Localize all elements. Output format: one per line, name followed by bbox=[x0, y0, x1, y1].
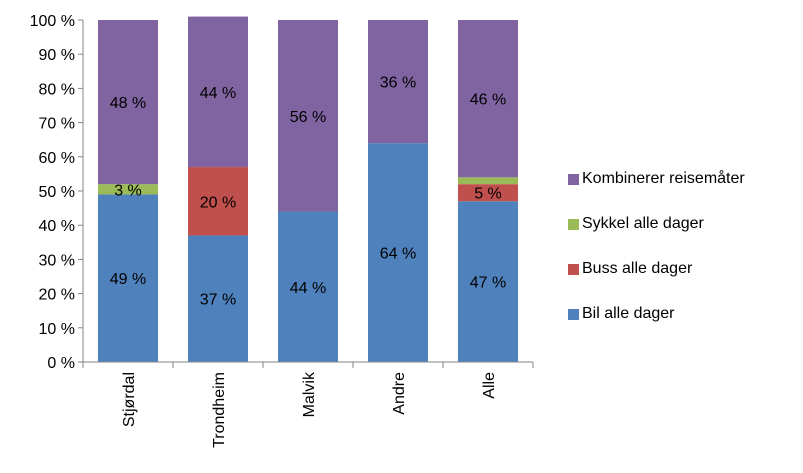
legend-item: Sykkel alle dager bbox=[568, 213, 745, 235]
data-label: 46 % bbox=[470, 92, 506, 109]
y-tick-label: 100 % bbox=[30, 13, 75, 30]
data-label: 44 % bbox=[290, 280, 326, 297]
y-tick-label: 50 % bbox=[39, 184, 75, 201]
legend-item: Buss alle dager bbox=[568, 258, 745, 280]
y-tick-label: 70 % bbox=[39, 116, 75, 133]
bar-segment-2-0 bbox=[98, 184, 158, 195]
legend-item: Bil alle dager bbox=[568, 303, 745, 325]
bar-segment-1-4 bbox=[458, 184, 518, 202]
legend-label: Bil alle dager bbox=[582, 305, 675, 322]
bar-segment-3-2 bbox=[278, 20, 338, 212]
bar-segment-2-4 bbox=[458, 177, 518, 185]
data-label: 36 % bbox=[380, 75, 416, 92]
data-label: 44 % bbox=[200, 85, 236, 102]
bar-segment-3-4 bbox=[458, 20, 518, 178]
bar-segment-1-1 bbox=[188, 167, 248, 236]
legend-label: Kombinerer reisemåter bbox=[582, 170, 745, 187]
x-tick-label: Alle bbox=[481, 372, 498, 399]
y-tick-label: 80 % bbox=[39, 81, 75, 98]
legend-label: Sykkel alle dager bbox=[582, 215, 704, 232]
x-tick-label: Trondheim bbox=[211, 372, 228, 448]
bar-segment-3-3 bbox=[368, 20, 428, 144]
bar-segment-0-0 bbox=[98, 194, 158, 362]
legend-swatch bbox=[568, 263, 579, 275]
data-label: 20 % bbox=[200, 194, 236, 211]
x-tick-label: Andre bbox=[391, 372, 408, 415]
y-tick-label: 20 % bbox=[39, 287, 75, 304]
bar-segment-0-3 bbox=[368, 143, 428, 362]
legend-swatch bbox=[568, 308, 579, 320]
bar-segment-3-1 bbox=[188, 16, 248, 168]
legend-swatch bbox=[568, 218, 579, 230]
x-tick-label: Malvik bbox=[301, 371, 318, 417]
data-label: 3 % bbox=[114, 182, 142, 199]
x-tick-label: Stjørdal bbox=[121, 372, 138, 427]
data-label: 64 % bbox=[380, 246, 416, 263]
y-tick-label: 10 % bbox=[39, 321, 75, 338]
bar-segment-0-4 bbox=[458, 201, 518, 362]
legend: Kombinerer reisemåter Sykkel alle dager Bu… bbox=[568, 168, 745, 348]
data-label: 48 % bbox=[110, 95, 146, 112]
legend-item: Kombinerer reisemåter bbox=[568, 168, 745, 190]
data-label: 5 % bbox=[474, 186, 502, 203]
legend-swatch bbox=[568, 173, 579, 185]
legend-label: Buss alle dager bbox=[582, 260, 693, 277]
y-tick-label: 0 % bbox=[47, 355, 75, 372]
y-tick-label: 60 % bbox=[39, 150, 75, 167]
data-label: 49 % bbox=[110, 271, 146, 288]
data-label: 47 % bbox=[470, 275, 506, 292]
y-tick-label: 30 % bbox=[39, 252, 75, 269]
data-label: 37 % bbox=[200, 292, 236, 309]
bar-segment-3-0 bbox=[98, 20, 158, 185]
y-tick-label: 90 % bbox=[39, 47, 75, 64]
y-tick-label: 40 % bbox=[39, 218, 75, 235]
bar-segment-0-1 bbox=[188, 235, 248, 362]
data-label: 56 % bbox=[290, 109, 326, 126]
bar-segment-0-2 bbox=[278, 211, 338, 362]
